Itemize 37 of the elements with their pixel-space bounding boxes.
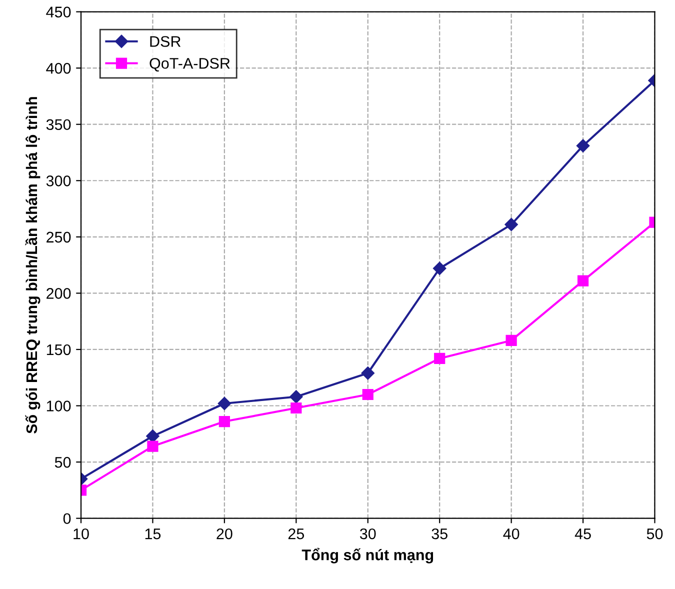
point xyxy=(290,402,302,414)
y-tick-label: 300 xyxy=(46,175,71,186)
y-tick-label: 400 xyxy=(46,62,71,74)
x-tick-label: 35 xyxy=(432,528,448,540)
y-tick-label: 350 xyxy=(46,119,71,130)
legend-label: DSR xyxy=(150,36,181,47)
x-axis-title: Tổng số nút mạng xyxy=(302,548,434,564)
point xyxy=(577,275,589,286)
point xyxy=(218,416,230,428)
point xyxy=(146,430,160,443)
y-tick-label: 50 xyxy=(54,456,71,468)
x-tick-label: 40 xyxy=(503,528,520,540)
point xyxy=(218,396,232,410)
point xyxy=(506,334,517,346)
point xyxy=(576,139,590,152)
point xyxy=(362,388,374,400)
point xyxy=(433,262,446,276)
x-tick-label: 10 xyxy=(74,528,89,540)
y-tick-label: 200 xyxy=(46,288,71,299)
legend-label: QoT-A-DSR xyxy=(150,58,230,72)
y-tick-label: 450 xyxy=(46,6,71,18)
x-tick-label: 45 xyxy=(574,528,591,540)
y-tick-label: 250 xyxy=(46,232,71,243)
point xyxy=(361,366,374,380)
y-tick-label: 100 xyxy=(46,400,71,412)
x-tick-label: 30 xyxy=(360,528,376,540)
y-tick-label: 150 xyxy=(46,344,71,356)
x-tick-label: 50 xyxy=(646,528,663,540)
x-tick-label: 15 xyxy=(145,528,161,540)
x-tick-label: 20 xyxy=(216,528,232,540)
x-tick-label: 25 xyxy=(288,528,304,540)
point xyxy=(434,352,446,364)
y-tick-label: 0 xyxy=(63,513,71,524)
point xyxy=(504,218,518,232)
y-axis-title: Số gói RREQ trung bình/Lần khám phá lộ trình xyxy=(25,97,40,434)
point xyxy=(147,440,158,452)
point xyxy=(290,390,303,404)
